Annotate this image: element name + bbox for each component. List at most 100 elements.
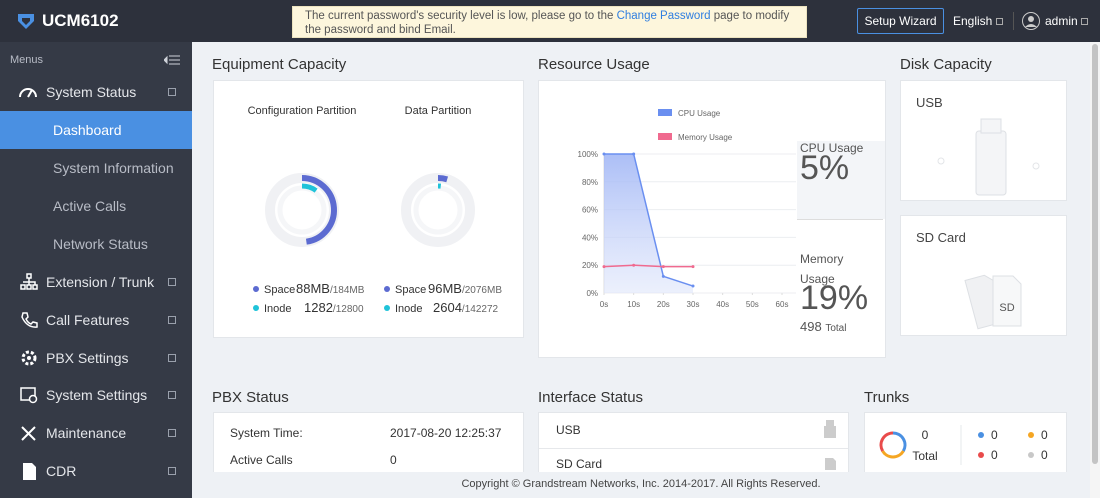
trunk-total-label: Total [912, 449, 937, 463]
menu-item[interactable]: Maintenance [0, 414, 192, 452]
space-arc [301, 175, 337, 245]
cpu-area [604, 154, 693, 293]
space-used: 96MB [428, 281, 462, 296]
sd-icon: SD [964, 274, 1022, 330]
partition-name: Configuration Partition [248, 105, 357, 117]
menu-item[interactable]: Call Features [0, 301, 192, 339]
password-notice: The current password's security level is… [292, 6, 807, 38]
top-bar: UCM6102 The current password's security … [0, 0, 1100, 42]
pbx-value: 2017-08-20 12:25:37 [390, 426, 502, 440]
resource-chart: 0% 20% 40% 60% 80% 100% 0s 10s 20s 30s 40s 50s 60s CP… [578, 109, 796, 309]
y-tick-label: 0% [586, 289, 598, 298]
legend-swatch [658, 133, 672, 140]
resource-card: 0% 20% 40% 60% 80% 100% 0s 10s 20s 30s 40s 50s 60s CP… [538, 80, 886, 358]
user: admin [1045, 14, 1078, 28]
space-amount: 88MB/184MB [296, 281, 365, 296]
menus-title: Menus [10, 54, 44, 66]
inode-label: Inode [264, 303, 292, 315]
y-tick-label: 60% [582, 206, 598, 215]
interface-row: USB [556, 423, 581, 437]
interface-card: USB SD Card [538, 412, 849, 472]
x-tick-label: 20s [657, 300, 670, 309]
menu-item[interactable]: Network Status [53, 236, 148, 252]
logo: UCM6102 [42, 11, 119, 30]
trunk-dot [978, 432, 984, 438]
user-menu[interactable]: admin [1045, 14, 1089, 28]
x-tick-label: 60s [776, 300, 789, 309]
usb-card: USB [900, 80, 1067, 201]
menu-item[interactable]: System Status [0, 73, 192, 111]
trunk-count: 0 [991, 448, 998, 462]
inode-amount: 1282/12800 [304, 300, 364, 315]
space-total: /184MB [330, 285, 365, 296]
menu-label: Extension / Trunk [46, 274, 155, 290]
usb-icon [937, 118, 1040, 196]
divider [797, 219, 883, 220]
notice-text: page to modify the password and bind Ema… [305, 10, 790, 36]
equipment-chart: Configuration Partition Space 88MB/184MB In… [248, 105, 503, 315]
series-point [602, 265, 606, 269]
trunk-count: 0 [1041, 428, 1048, 442]
inode-total: /12800 [333, 304, 364, 315]
menu-item[interactable]: Dashboard [0, 111, 192, 149]
sd-card: SD Card SD [900, 215, 1067, 336]
x-tick-label: 50s [746, 300, 759, 309]
collapse-icon[interactable] [164, 55, 180, 65]
menu-item[interactable]: PBX Settings [0, 339, 192, 377]
language-select[interactable]: English [953, 14, 1003, 28]
inode-used: 1282 [304, 300, 333, 315]
menu-toggle [168, 315, 176, 324]
legend-label: CPU Usage [678, 109, 721, 118]
pbx-key: Active Calls [230, 453, 293, 467]
cpu-panel [797, 141, 885, 219]
section-title: Disk Capacity [900, 56, 992, 73]
y-tick-label: 100% [578, 150, 598, 159]
pbx-value: 0 [390, 453, 397, 467]
trunk-dot [1028, 432, 1034, 438]
section-title: Interface Status [538, 389, 644, 406]
legend-swatch [658, 109, 672, 116]
change-password-link[interactable]: Change Password [616, 10, 711, 22]
menu-label: System Settings [46, 387, 148, 404]
memory-label: Memory Usage [800, 252, 844, 286]
space-amount: 96MB/2076MB [428, 281, 502, 296]
pbx-card: System Time: 2017-08-20 12:25:37 Active … [213, 412, 524, 472]
trunk-ring [881, 450, 905, 459]
series-point [602, 152, 606, 156]
menu-item[interactable]: System Information [53, 160, 174, 176]
menu-toggle [168, 467, 176, 475]
menu-item[interactable]: Active Calls [53, 198, 127, 214]
x-tick-label: 0s [600, 300, 608, 309]
series-point [632, 263, 636, 267]
menu-toggle [168, 391, 176, 400]
setup-wizard-button[interactable]: Setup Wizard [857, 8, 944, 34]
menu-item[interactable]: CDR [0, 452, 192, 490]
y-tick-label: 80% [582, 178, 598, 187]
interface-icons [824, 420, 836, 470]
space-dot [253, 286, 259, 292]
trunks-chart: 0 Total 0 0 0 0 [879, 425, 1048, 465]
memory-total-label: Total [825, 323, 847, 334]
x-tick-label: 10s [627, 300, 640, 309]
menu-item[interactable]: System Settings [0, 376, 192, 414]
pbx-key: System Time: [230, 426, 303, 440]
series-point [661, 265, 665, 269]
memory-total: 498 Total [800, 319, 846, 334]
space-arc [437, 174, 449, 183]
series-point [632, 152, 636, 156]
menu-label: System Status [46, 84, 137, 100]
space-total: /2076MB [462, 285, 502, 296]
divider [1013, 12, 1014, 30]
menu-toggle [168, 353, 176, 362]
y-tick-label: 40% [582, 233, 598, 242]
trunk-count: 0 [1041, 448, 1048, 462]
menu-item[interactable]: Extension / Trunk [0, 263, 192, 301]
logo-icon [18, 14, 34, 29]
legend-label: Memory Usage [678, 133, 733, 142]
trunk-total: 0 [922, 428, 929, 442]
inode-used: 2604 [433, 300, 462, 315]
scrollbar[interactable] [1090, 42, 1100, 498]
inode-arc [301, 183, 318, 193]
space-label: Space [395, 284, 426, 296]
